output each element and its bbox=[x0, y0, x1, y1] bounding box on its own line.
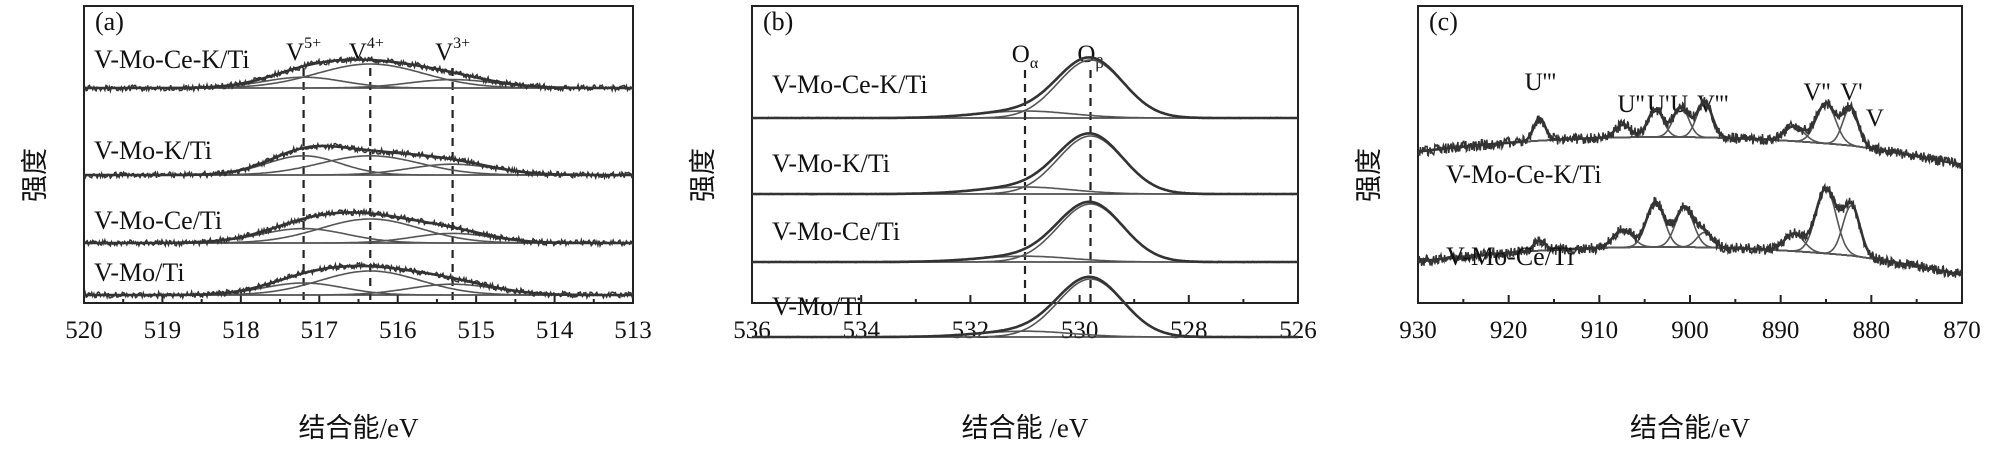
fit-envelope bbox=[84, 264, 633, 297]
peak-label: V5+ bbox=[286, 35, 321, 66]
peak-label: V bbox=[1866, 105, 1884, 132]
x-tick-label: 870 bbox=[1943, 317, 1981, 344]
series-v-mo-ce-k-ti: V-Mo-Ce-K/Ti bbox=[83, 45, 634, 94]
x-tick-label: 518 bbox=[222, 317, 260, 344]
y-axis-label: 强度 bbox=[688, 148, 718, 202]
x-tick-label: 530 bbox=[1061, 317, 1099, 344]
x-tick-label: 528 bbox=[1170, 317, 1208, 344]
panel-tag: (a) bbox=[95, 7, 124, 36]
x-tick-label: 514 bbox=[536, 317, 574, 344]
x-tick-label: 519 bbox=[144, 317, 182, 344]
x-tick-label: 880 bbox=[1853, 317, 1891, 344]
x-axis-label: 结合能 /eV bbox=[962, 413, 1089, 443]
x-axis-label: 结合能/eV bbox=[1630, 413, 1750, 443]
fit-envelope bbox=[84, 58, 633, 90]
x-tick-label: 920 bbox=[1490, 317, 1528, 344]
series-v-mo-k-ti: V-Mo-K/Ti bbox=[83, 136, 634, 181]
x-tick-label: 534 bbox=[842, 317, 880, 344]
peak-label: Oα bbox=[1012, 41, 1039, 72]
panel-tag: (b) bbox=[763, 7, 793, 36]
sample-label: V-Mo-K/Ti bbox=[94, 136, 212, 165]
x-tick-label: 930 bbox=[1399, 317, 1437, 344]
peak-label: V' bbox=[1840, 79, 1863, 106]
y-axis-label: 强度 bbox=[20, 148, 50, 202]
raw-spectrum bbox=[1417, 96, 1963, 169]
x-tick-label: 900 bbox=[1671, 317, 1709, 344]
fit-envelope bbox=[752, 56, 1298, 120]
series-v-mo-k-ti: V-Mo-K/Ti bbox=[751, 132, 1299, 196]
sample-label: V-Mo-Ce/Ti bbox=[1446, 242, 1574, 271]
series-v-mo-ti: V-Mo/Ti bbox=[83, 258, 634, 301]
peak-label: U''' bbox=[1525, 69, 1557, 96]
peak-label: V3+ bbox=[435, 35, 470, 66]
sample-label: V-Mo/Ti bbox=[94, 258, 185, 287]
sample-label: V-Mo-Ce-K/Ti bbox=[94, 45, 250, 74]
sample-label: V-Mo-K/Ti bbox=[772, 149, 890, 178]
peak-label: U'' bbox=[1618, 91, 1645, 118]
x-tick-label: 517 bbox=[301, 317, 339, 344]
x-tick-label: 890 bbox=[1762, 317, 1800, 344]
series-v-mo-ce-k-ti: V-Mo-Ce-K/Ti bbox=[751, 56, 1299, 120]
fit-envelope bbox=[752, 200, 1298, 264]
fit-envelope bbox=[752, 275, 1298, 339]
fit-envelope bbox=[1417, 100, 1963, 167]
series-v-mo-ce-ti: V-Mo-Ce/Ti bbox=[1417, 182, 1963, 279]
x-tick-label: 513 bbox=[614, 317, 652, 344]
x-tick-label: 526 bbox=[1279, 317, 1317, 344]
fit-envelope bbox=[84, 144, 633, 177]
fit-envelope bbox=[752, 132, 1298, 196]
x-tick-label: 536 bbox=[733, 317, 771, 344]
x-tick-label: 516 bbox=[379, 317, 417, 344]
x-tick-label: 910 bbox=[1581, 317, 1619, 344]
series-v-mo-ce-ti: V-Mo-Ce/Ti bbox=[83, 206, 634, 249]
fit-envelope bbox=[1417, 186, 1963, 277]
series-v-mo-ce-ti: V-Mo-Ce/Ti bbox=[751, 200, 1299, 264]
y-axis-label: 强度 bbox=[1354, 148, 1384, 202]
x-tick-label: 515 bbox=[457, 317, 495, 344]
sample-label: V-Mo-Ce-K/Ti bbox=[772, 70, 928, 99]
sample-label: V-Mo/Ti bbox=[772, 292, 863, 321]
x-tick-label: 520 bbox=[65, 317, 103, 344]
panel-tag: (c) bbox=[1429, 7, 1458, 36]
sample-label: V-Mo-Ce/Ti bbox=[94, 206, 222, 235]
series-v-mo-ti: V-Mo/Ti bbox=[751, 275, 1299, 339]
raw-spectrum bbox=[1417, 182, 1963, 279]
sample-label: V-Mo-Ce-K/Ti bbox=[1446, 160, 1602, 189]
fit-envelope bbox=[84, 211, 633, 245]
x-tick-label: 532 bbox=[952, 317, 990, 344]
raw-spectrum bbox=[83, 207, 634, 249]
x-axis-label: 结合能/eV bbox=[299, 413, 419, 443]
series-v-mo-ce-k-ti: V-Mo-Ce-K/Ti bbox=[1417, 96, 1963, 189]
sample-label: V-Mo-Ce/Ti bbox=[772, 217, 900, 246]
